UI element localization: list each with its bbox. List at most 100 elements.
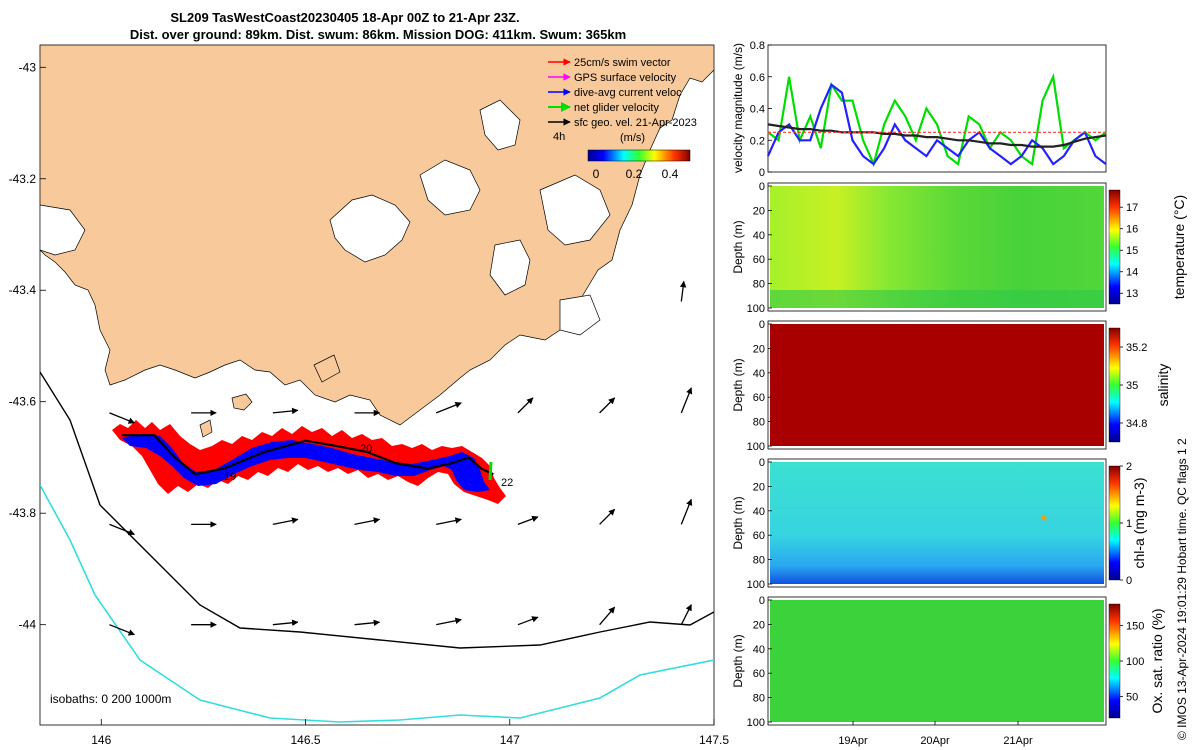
colorbar-tick-label: 13 [1126, 288, 1138, 300]
depth-tick-label: 60 [753, 392, 765, 404]
geo-vector-arrow [109, 624, 136, 636]
velocity-ytick-label: 0.4 [750, 104, 765, 116]
isobath-200 [40, 371, 714, 649]
colorbar-tick-label: 150 [1126, 620, 1144, 632]
geo-vector-arrow [599, 397, 616, 414]
velocity-axis: 0 0.2 0.4 0.6 0.8 [750, 40, 772, 179]
map-xtick-label: 147.5 [699, 733, 729, 747]
velocity-series-line [767, 72, 1107, 168]
temperature-ylabel: Depth (m) [731, 220, 745, 273]
depth-tick-label: 0 [759, 595, 765, 607]
map-cbar-tick-1: 0.2 [626, 167, 643, 181]
salinity-panel: salinity Depth (m) [731, 320, 1171, 450]
oxygen-colorbar [1108, 603, 1121, 719]
depth-tick-label: 0 [759, 181, 765, 193]
depth-tick-label: 100 [747, 579, 765, 591]
geo-vector-arrow [680, 498, 693, 525]
chla-panel: chl-a (mg m-3) Depth (m) [731, 458, 1147, 588]
bay-4 [539, 174, 611, 246]
depth-tick-label: 60 [753, 668, 765, 680]
velocity-ytick-label: 0.2 [750, 135, 765, 147]
legend-swim: 25cm/s swim vector [574, 57, 671, 69]
depth-tick-label: 80 [753, 279, 765, 291]
map-colorbar [587, 149, 691, 162]
velocity-series-line [766, 82, 1107, 166]
map-xtick-label: 146 [91, 733, 111, 747]
velocity-frame [767, 44, 1107, 173]
colorbar-tick-label: 34.8 [1126, 418, 1147, 430]
depth-tick-label: 40 [753, 230, 765, 242]
legend-dive: dive-avg current veloc [574, 87, 682, 99]
oxygen-panel: Ox. sat. ratio (%) Depth (m) [731, 596, 1165, 726]
colorbar-tick-label: 1 [1126, 518, 1132, 530]
salinity-ylabel: Depth (m) [731, 358, 745, 411]
geo-vector-arrow [436, 617, 462, 626]
track-label-22: 22 [501, 477, 513, 489]
depth-tick-label: 80 [753, 693, 765, 705]
bay-2 [419, 159, 481, 216]
geo-vector-arrow [517, 515, 539, 525]
legend-net: net glider velocity [574, 102, 659, 114]
colorbar-tick-label: 16 [1126, 224, 1138, 236]
chla-field [770, 462, 1104, 584]
chla-high-spot [1041, 515, 1047, 521]
map-xtick-label: 146.5 [290, 733, 320, 747]
depth-tick-label: 20 [753, 343, 765, 355]
island-1 [231, 393, 253, 411]
time-tick-19apr: 19Apr [838, 735, 868, 747]
velocity-panel: 0 0.2 0.4 0.6 0.8 velocity magnitude (m/s) [731, 40, 1107, 179]
temperature-panel: temperature (°C) Depth (m) [731, 182, 1187, 312]
island-2 [313, 354, 341, 383]
geo-vector-arrow [272, 407, 299, 415]
salinity-field [770, 324, 1104, 446]
geo-vector-arrow [436, 517, 462, 525]
bay-5 [489, 239, 531, 296]
temperature-colorbar [1108, 189, 1121, 305]
map-ytick-label: -43.4 [9, 283, 37, 297]
chla-ylabel: Depth (m) [731, 496, 745, 549]
depth-tick-label: 20 [753, 205, 765, 217]
track-label-19: 19 [224, 471, 236, 483]
chla-label: chl-a (mg m-3) [1131, 477, 1147, 568]
colorbar-tick-label: 35 [1126, 380, 1138, 392]
map-axes: 146 146.5 147 147.5 -43 -43.2 -43.4 -43.6 -43.8 -… [9, 60, 730, 747]
map-ytick-label: -43.8 [9, 506, 37, 520]
map-legend: 25cm/s swim vector GPS surface velocity … [548, 57, 697, 129]
map-ytick-label: -43.2 [9, 172, 37, 186]
bay-3 [479, 99, 521, 151]
geo-vector-arrow [517, 397, 534, 414]
map-ytick-label: -44 [19, 618, 37, 632]
salinity-label: salinity [1155, 364, 1171, 407]
isobath-1000 [40, 484, 714, 723]
velocity-lines [766, 72, 1107, 168]
geo-vector-arrow [272, 619, 299, 626]
colorbar-tick-label: 2 [1126, 461, 1132, 473]
map-ytick-label: -43 [19, 60, 37, 74]
geo-vector-arrow [680, 604, 692, 625]
depth-tick-label: 40 [753, 644, 765, 656]
profile-axes: 020406080100171615141302040608010035.235… [747, 181, 1148, 729]
geo-vector-arrow [109, 523, 136, 536]
map-ytick-label: -43.6 [9, 395, 37, 409]
salinity-colorbar [1108, 327, 1121, 443]
colorbar-unit: (m/s) [620, 132, 645, 144]
bay-6 [40, 204, 86, 256]
velocity-ytick-label: 0 [759, 167, 765, 179]
colorbar-tick-label: 17 [1126, 202, 1138, 214]
temperature-label: temperature (°C) [1171, 195, 1187, 299]
oxygen-field [770, 600, 1104, 722]
title-line1: SL209 TasWestCoast20230405 18-Apr 00Z to… [170, 10, 519, 25]
legend-gps: GPS surface velocity [574, 72, 677, 84]
geo-vector-arrow [354, 517, 381, 525]
geo-vectors [109, 280, 693, 636]
dive-avg-current-band [122, 434, 490, 492]
colorbar-tick-label: 35.2 [1126, 342, 1147, 354]
velocity-ytick-label: 0.8 [750, 40, 765, 52]
colorbar-tick-label: 50 [1126, 692, 1138, 704]
velocity-series-line [767, 123, 1107, 148]
depth-tick-label: 0 [759, 457, 765, 469]
oxygen-ylabel: Depth (m) [731, 634, 745, 687]
depth-tick-label: 40 [753, 368, 765, 380]
depth-tick-label: 40 [753, 506, 765, 518]
